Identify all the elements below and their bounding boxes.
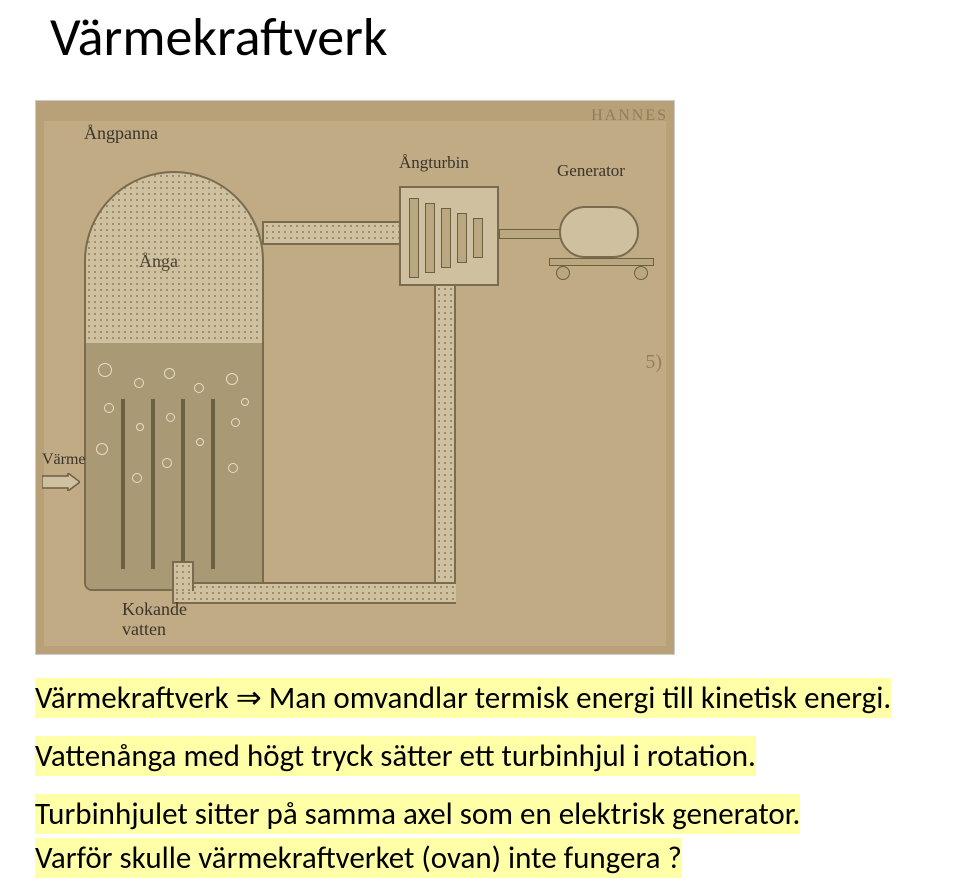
label-anga: Ånga xyxy=(139,251,178,272)
label-varme: Värme xyxy=(42,451,86,469)
label-angturbin: Ångturbin xyxy=(399,153,469,173)
caption-1a: Värmekraftverk xyxy=(35,679,236,717)
caption-4: Varför skulle värmekraftverket (ovan) in… xyxy=(35,839,682,877)
handwriting-side: 5) xyxy=(645,351,662,374)
label-generator: Generator xyxy=(557,161,625,181)
diagram-photo: Ångpanna Ångturbin Generator HANNES 5) xyxy=(35,100,675,655)
generator xyxy=(559,206,639,258)
caption-2: Vattenånga med högt tryck sätter ett tur… xyxy=(35,736,756,776)
caption-line-1: Värmekraftverk ⇒ Man omvandlar termisk e… xyxy=(35,676,925,720)
water-zone xyxy=(86,343,262,589)
double-arrow-icon: ⇒ xyxy=(236,680,262,715)
label-vatten: vatten xyxy=(122,619,166,640)
steam-pipe xyxy=(262,221,402,245)
label-angpanna: Ångpanna xyxy=(84,123,158,144)
label-kokande: Kokande xyxy=(122,599,187,620)
caption-1b: Man omvandlar termisk energi till kineti… xyxy=(262,679,891,717)
boiler xyxy=(84,171,264,591)
return-pipe-up xyxy=(172,561,194,591)
diagram-paper: Ångpanna Ångturbin Generator HANNES 5) xyxy=(44,121,666,646)
caption-line-3-4: Turbinhjulet sitter på samma axel som en… xyxy=(35,792,925,880)
generator-foot xyxy=(556,266,570,280)
turbine xyxy=(399,186,499,286)
generator-base xyxy=(549,258,654,266)
return-pipe-v xyxy=(434,284,456,584)
generator-foot xyxy=(634,266,648,280)
page-title: Värmekraftverk xyxy=(50,4,388,70)
heat-arrow-icon xyxy=(42,473,80,491)
handwriting-top: HANNES xyxy=(591,107,668,125)
caption-3: Turbinhjulet sitter på samma axel som en… xyxy=(35,795,800,833)
caption-line-2: Vattenånga med högt tryck sätter ett tur… xyxy=(35,734,925,778)
return-pipe-h xyxy=(172,582,456,604)
